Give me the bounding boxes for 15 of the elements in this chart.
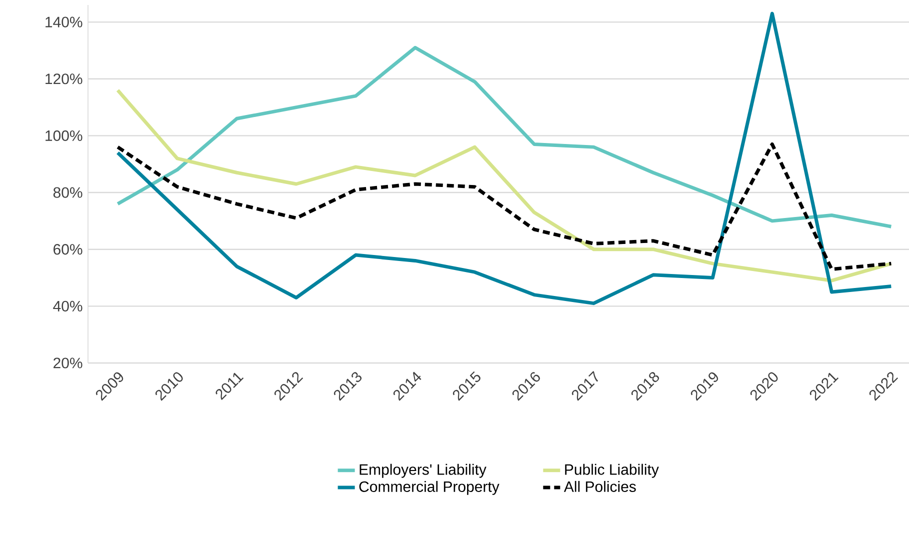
y-tick-label: 60%: [54, 244, 82, 255]
line-series: [116, 88, 893, 282]
y-tick-label: 100%: [46, 130, 82, 141]
y-tick-label: 80%: [53, 187, 82, 198]
y-tick-label: 140%: [46, 16, 82, 28]
legend-label: Public Liability: [565, 464, 659, 478]
legend-label: All Policies: [564, 480, 636, 492]
legend-label: Commercial Property: [359, 480, 500, 495]
line-series: [116, 46, 893, 228]
y-tick-label: 20%: [54, 358, 82, 368]
y-tick-label: 40%: [53, 300, 82, 312]
line-series: [116, 12, 893, 306]
line-series: [116, 142, 893, 271]
y-tick-label: 120%: [46, 74, 82, 84]
legend-label: Employers' Liability: [360, 464, 486, 478]
